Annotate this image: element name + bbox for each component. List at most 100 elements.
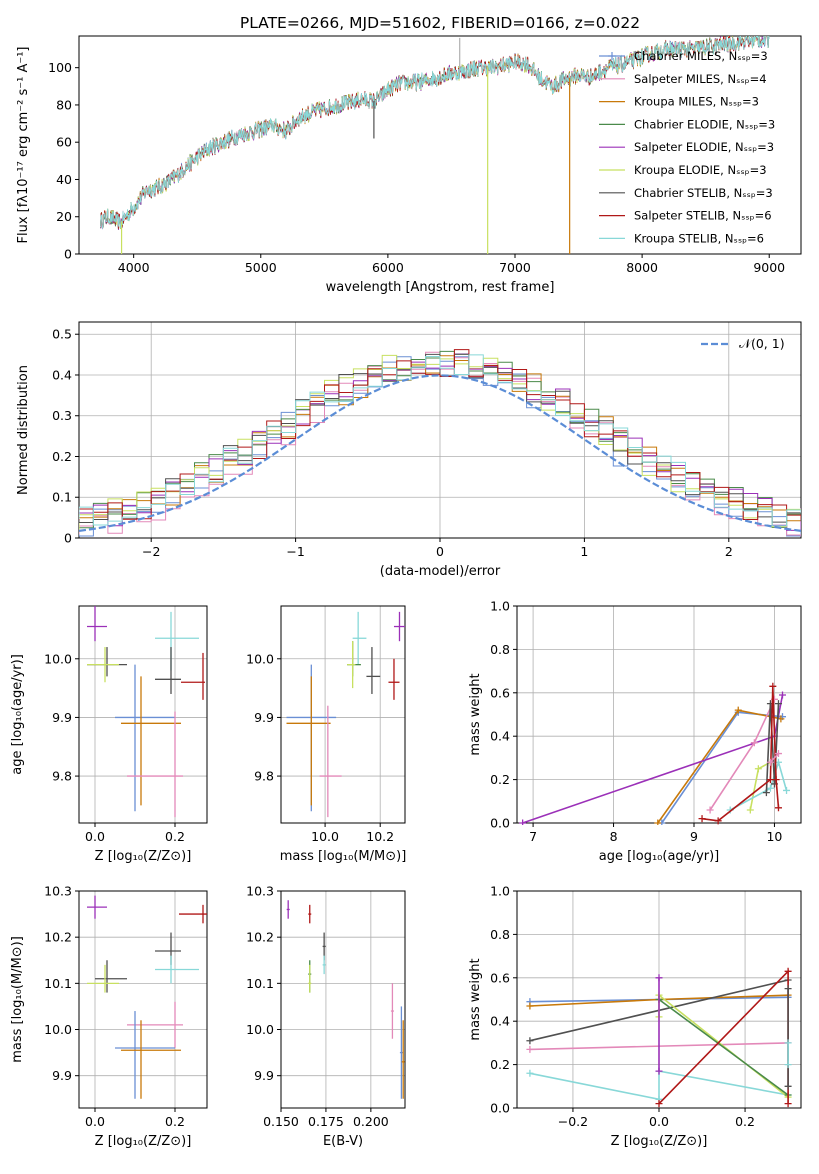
x-tick-label: 9: [690, 829, 698, 844]
y-tick-label: 9.9: [254, 1068, 274, 1083]
y-tick-label: 10.0: [44, 651, 72, 666]
weight-line: [661, 711, 783, 824]
y-tick-label: 40: [56, 172, 72, 187]
weight-marker: [769, 682, 777, 690]
weight-marker: [655, 1100, 663, 1108]
y-tick-label: 10.3: [246, 884, 274, 899]
mass-vs-metallicity-panel: 0.0 0.2 9.9 10.0 10.1 10.2 10.3 Z [log₁₀(Z/Z⊙)]…: [10, 884, 208, 1149]
error-bars: [87, 606, 205, 818]
y-tick-label: 100: [48, 60, 72, 75]
y-tick-label: 0.8: [490, 642, 510, 657]
x-tick-label: 2: [725, 544, 733, 559]
x-tick-label: −2: [142, 544, 160, 559]
axes-frame: [78, 605, 208, 824]
x-axis-label: (data-model)/error: [380, 564, 501, 579]
y-axis-label: mass weight: [468, 958, 483, 1040]
weight-marker: [714, 817, 722, 825]
y-tick-label: 0.6: [490, 970, 510, 985]
weight-marker: [698, 815, 706, 823]
axes-frame: [280, 890, 406, 1109]
x-tick-label: 10.2: [366, 829, 394, 844]
weight-marker: [754, 765, 762, 773]
y-tick-label: 9.8: [52, 769, 72, 784]
y-tick-label: 10.2: [246, 930, 274, 945]
spectrum-line: [100, 36, 770, 229]
y-axis-label: mass [log₁₀(M/M⊙)]: [10, 936, 25, 1063]
axes-frame: [78, 35, 802, 255]
weight-marker: [766, 758, 774, 766]
mass-vs-extinction-panel: 0.150 0.175 0.200 9.9 10.0 10.1 10.2 10.3 E(B-V): [246, 884, 406, 1149]
weight-lines: [526, 967, 792, 1108]
x-tick-label: 0.0: [85, 829, 105, 844]
weight-marker: [783, 786, 791, 794]
error-bars: [87, 895, 207, 1099]
y-tick-label: 9.9: [52, 710, 72, 725]
y-tick-label: 10.0: [44, 1022, 72, 1037]
weight-marker: [784, 1100, 792, 1108]
spectrum-panel: 4000 5000 6000 7000 8000 9000 0 20 40 60 80 100 wave…: [16, 14, 802, 295]
gaussian-curve: [79, 374, 801, 532]
legend-label: 𝒩(0, 1): [739, 336, 785, 351]
weight-marker: [784, 1039, 792, 1047]
x-tick-label: 4000: [118, 260, 150, 275]
x-tick-label: 1: [580, 544, 588, 559]
legend-label: Chabrier MILES, Nₛₛₚ=3: [634, 49, 768, 63]
error-bars: [286, 900, 405, 1099]
y-tick-label: 60: [56, 135, 72, 150]
axes-frame: [78, 890, 208, 1109]
y-tick-label: 0.4: [490, 729, 510, 744]
gridlines: [281, 606, 405, 823]
x-tick-label: 9000: [753, 260, 785, 275]
legend-label: Salpeter STELIB, Nₛₛₚ=6: [634, 209, 772, 223]
y-tick-label: 10.1: [44, 976, 72, 991]
x-tick-label: 0.2: [165, 829, 185, 844]
weight-lines: [519, 682, 791, 825]
legend-label: Chabrier ELODIE, Nₛₛₚ=3: [634, 117, 775, 131]
weight-line: [769, 753, 780, 763]
x-tick-label: −1: [286, 544, 304, 559]
y-tick-label: 0.1: [52, 490, 72, 505]
y-tick-label: 0.2: [52, 449, 72, 464]
weight-marker: [654, 819, 662, 825]
y-tick-label: 0.4: [52, 367, 72, 382]
weight-marker: [526, 1002, 534, 1010]
x-axis-label: wavelength [Angstrom, rest frame]: [326, 280, 555, 295]
weight-marker: [526, 1037, 534, 1045]
weight-marker: [774, 804, 782, 812]
weight-marker: [778, 691, 786, 699]
y-tick-label: 80: [56, 97, 72, 112]
x-tick-label: 0: [436, 544, 444, 559]
y-tick-label: 0.2: [490, 1057, 510, 1072]
x-tick-label: 10: [766, 829, 782, 844]
legend-label: Salpeter ELODIE, Nₛₛₚ=3: [634, 140, 774, 154]
x-tick-label: 5000: [245, 260, 277, 275]
weight-vs-age-panel: 7 8 9 10 0.0 0.2 0.4 0.6 0.8 1.0 age [log₁₀(age/yr…: [468, 599, 802, 864]
weight-marker: [784, 967, 792, 975]
y-tick-label: 0: [64, 247, 72, 262]
weight-marker: [784, 1082, 792, 1090]
legend-label: Salpeter MILES, Nₛₛₚ=4: [634, 72, 767, 86]
x-tick-label: 0.2: [165, 1114, 185, 1129]
weight-marker: [706, 806, 714, 814]
legend-label: Chabrier STELIB, Nₛₛₚ=3: [634, 186, 773, 200]
residual-histogram: [79, 354, 801, 527]
weight-line: [765, 703, 780, 793]
weight-vs-metallicity-panel: −0.2 0.0 0.2 0.0 0.2 0.4 0.6 0.8 1.0 Z [log₁₀(Z/Z…: [468, 884, 802, 1149]
y-tick-label: 0.5: [52, 327, 72, 342]
y-tick-label: 10.3: [44, 884, 72, 899]
x-tick-label: 8000: [626, 260, 658, 275]
x-tick-label: −0.2: [558, 1114, 588, 1129]
y-tick-label: 0.0: [490, 816, 510, 831]
legend-label: Kroupa MILES, Nₛₛₚ=3: [634, 95, 759, 109]
y-tick-label: 10.0: [246, 1022, 274, 1037]
weight-marker: [526, 1045, 534, 1053]
weight-marker: [734, 706, 742, 714]
histograms: [79, 349, 801, 537]
x-tick-label: 0.0: [85, 1114, 105, 1129]
x-tick-label: 7: [529, 829, 537, 844]
gridlines: [280, 890, 405, 1108]
y-tick-label: 9.8: [254, 769, 274, 784]
y-tick-label: 0: [64, 531, 72, 546]
legend: 𝒩(0, 1): [701, 336, 785, 351]
